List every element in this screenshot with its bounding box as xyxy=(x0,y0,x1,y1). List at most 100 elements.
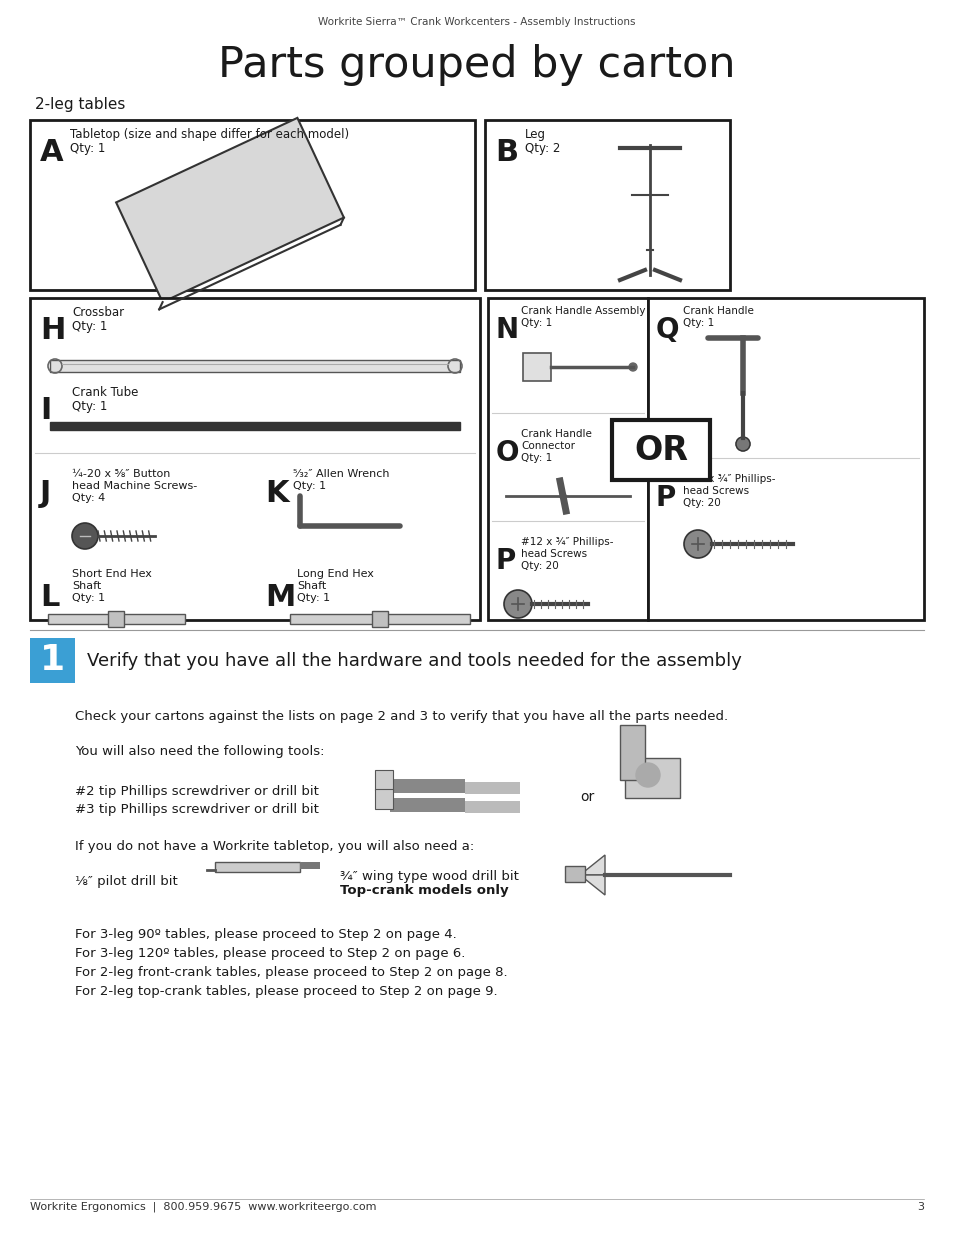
Text: Crank Handle: Crank Handle xyxy=(520,429,591,438)
Text: 2-leg tables: 2-leg tables xyxy=(35,98,125,112)
Text: You will also need the following tools:: You will also need the following tools: xyxy=(75,745,324,758)
Text: I: I xyxy=(40,396,51,425)
Circle shape xyxy=(683,530,711,558)
Text: Q: Q xyxy=(656,316,679,345)
Text: Qty: 1: Qty: 1 xyxy=(520,453,552,463)
Text: Parts grouped by carton: Parts grouped by carton xyxy=(218,44,735,86)
Text: head Screws: head Screws xyxy=(682,487,748,496)
Bar xyxy=(390,779,464,793)
Text: #2 tip Phillips screwdriver or drill bit: #2 tip Phillips screwdriver or drill bit xyxy=(75,785,318,798)
Bar xyxy=(48,614,185,624)
Text: Short End Hex: Short End Hex xyxy=(71,569,152,579)
Text: Qty: 2: Qty: 2 xyxy=(524,142,559,156)
Text: Check your cartons against the lists on page 2 and 3 to verify that you have all: Check your cartons against the lists on … xyxy=(75,710,727,722)
Text: head Machine Screws-: head Machine Screws- xyxy=(71,480,197,492)
Text: Top-crank models only: Top-crank models only xyxy=(339,884,508,897)
Text: #12 x ¾″ Phillips-: #12 x ¾″ Phillips- xyxy=(682,474,775,484)
Text: OR: OR xyxy=(634,433,687,467)
Circle shape xyxy=(503,590,532,618)
Text: Qty: 1: Qty: 1 xyxy=(520,317,552,329)
Text: ⁵⁄₃₂″ Allen Wrench: ⁵⁄₃₂″ Allen Wrench xyxy=(293,469,389,479)
Text: Tabletop (size and shape differ for each model): Tabletop (size and shape differ for each… xyxy=(70,128,349,141)
Text: Shaft: Shaft xyxy=(296,580,326,592)
Text: J: J xyxy=(40,479,51,508)
Text: Qty: 1: Qty: 1 xyxy=(71,320,108,333)
Bar xyxy=(647,298,923,620)
Text: For 3-leg 120º tables, please proceed to Step 2 on page 6.: For 3-leg 120º tables, please proceed to… xyxy=(75,947,465,960)
Bar xyxy=(390,798,464,811)
Text: head Screws: head Screws xyxy=(520,550,586,559)
Text: Connector: Connector xyxy=(520,441,575,451)
Bar xyxy=(214,862,299,872)
Bar xyxy=(30,298,479,620)
Text: Long End Hex: Long End Hex xyxy=(296,569,374,579)
Bar xyxy=(299,862,319,869)
Text: H: H xyxy=(40,316,66,345)
Text: Crank Handle Assembly: Crank Handle Assembly xyxy=(520,306,645,316)
Polygon shape xyxy=(116,117,343,303)
Text: 1: 1 xyxy=(40,643,65,678)
Bar xyxy=(464,802,519,813)
Text: Qty: 4: Qty: 4 xyxy=(71,493,105,503)
Circle shape xyxy=(559,493,565,499)
Polygon shape xyxy=(579,855,604,876)
Bar xyxy=(372,611,388,627)
Text: Qty: 1: Qty: 1 xyxy=(682,317,714,329)
Bar xyxy=(290,614,470,624)
Text: Crossbar: Crossbar xyxy=(71,306,124,319)
Polygon shape xyxy=(579,876,604,895)
Text: or: or xyxy=(579,790,594,804)
Text: ¼-20 x ⅝″ Button: ¼-20 x ⅝″ Button xyxy=(71,469,171,479)
Text: 3: 3 xyxy=(916,1202,923,1212)
Circle shape xyxy=(636,763,659,787)
Circle shape xyxy=(71,522,98,550)
Text: Qty: 20: Qty: 20 xyxy=(682,498,720,508)
Text: K: K xyxy=(265,479,289,508)
Bar xyxy=(564,866,584,882)
Bar xyxy=(375,789,393,809)
Text: Shaft: Shaft xyxy=(71,580,101,592)
Text: ⅛″ pilot drill bit: ⅛″ pilot drill bit xyxy=(75,876,177,888)
Bar xyxy=(30,638,75,683)
Bar xyxy=(484,120,729,290)
Bar xyxy=(30,120,475,290)
Bar xyxy=(624,758,679,798)
Bar xyxy=(522,353,551,382)
Bar xyxy=(612,420,709,480)
Text: Qty: 1: Qty: 1 xyxy=(296,593,330,603)
Text: Qty: 20: Qty: 20 xyxy=(520,561,558,571)
Text: For 2-leg front-crank tables, please proceed to Step 2 on page 8.: For 2-leg front-crank tables, please pro… xyxy=(75,966,507,979)
Text: Qty: 1: Qty: 1 xyxy=(71,593,105,603)
Circle shape xyxy=(628,363,637,370)
Bar xyxy=(50,422,459,430)
Text: Leg: Leg xyxy=(524,128,545,141)
Text: P: P xyxy=(656,484,676,513)
Circle shape xyxy=(735,437,749,451)
Text: N: N xyxy=(496,316,518,345)
Text: Qty: 1: Qty: 1 xyxy=(70,142,105,156)
Text: Workrite Ergonomics  |  800.959.9675  www.workriteergo.com: Workrite Ergonomics | 800.959.9675 www.w… xyxy=(30,1202,376,1213)
Text: Crank Handle: Crank Handle xyxy=(682,306,753,316)
Text: For 3-leg 90º tables, please proceed to Step 2 on page 4.: For 3-leg 90º tables, please proceed to … xyxy=(75,927,456,941)
Text: Qty: 1: Qty: 1 xyxy=(71,400,108,412)
Bar xyxy=(50,359,459,372)
Text: Workrite Sierra™ Crank Workcenters - Assembly Instructions: Workrite Sierra™ Crank Workcenters - Ass… xyxy=(318,17,635,27)
Text: L: L xyxy=(40,583,59,613)
Text: If you do not have a Workrite tabletop, you will also need a:: If you do not have a Workrite tabletop, … xyxy=(75,840,474,853)
Bar xyxy=(375,769,393,790)
Text: #3 tip Phillips screwdriver or drill bit: #3 tip Phillips screwdriver or drill bit xyxy=(75,803,318,816)
Bar xyxy=(488,298,647,620)
Text: Qty: 1: Qty: 1 xyxy=(293,480,326,492)
Text: O: O xyxy=(496,438,519,467)
Text: P: P xyxy=(496,547,516,576)
Bar xyxy=(108,611,124,627)
Bar xyxy=(464,782,519,794)
Text: #12 x ¾″ Phillips-: #12 x ¾″ Phillips- xyxy=(520,537,613,547)
Text: Crank Tube: Crank Tube xyxy=(71,387,138,399)
Bar xyxy=(619,725,644,781)
Text: For 2-leg top-crank tables, please proceed to Step 2 on page 9.: For 2-leg top-crank tables, please proce… xyxy=(75,986,497,998)
Text: B: B xyxy=(495,138,517,167)
Text: M: M xyxy=(265,583,295,613)
Text: ¾″ wing type wood drill bit: ¾″ wing type wood drill bit xyxy=(339,869,518,883)
Text: A: A xyxy=(40,138,64,167)
